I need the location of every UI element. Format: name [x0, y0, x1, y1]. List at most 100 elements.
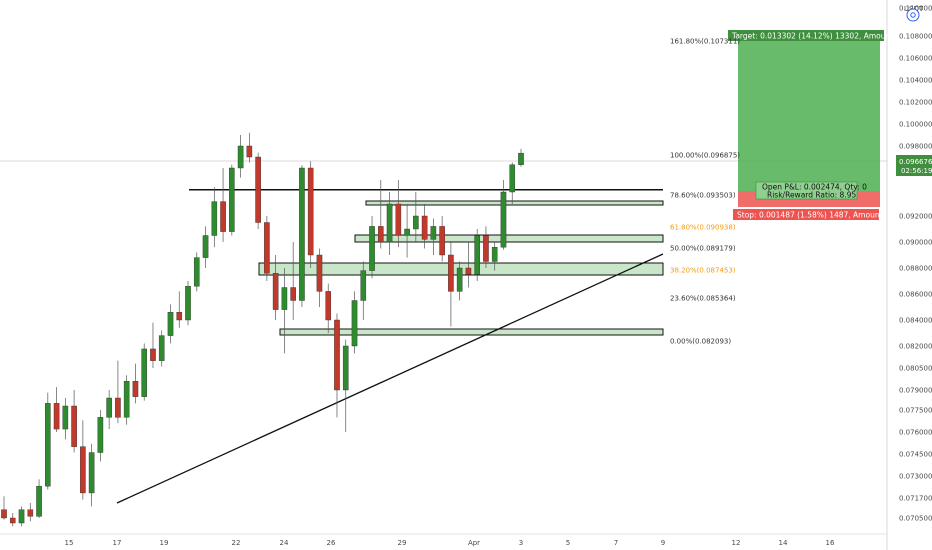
- candle-body: [132, 381, 139, 397]
- candle-body: [53, 403, 60, 430]
- x-tick-label: 24: [280, 539, 289, 547]
- x-tick-label: 17: [113, 539, 122, 547]
- zone-2[interactable]: [354, 234, 664, 243]
- zone-4[interactable]: [279, 328, 664, 336]
- candle-body: [430, 226, 437, 240]
- y-axis-ticks: 0.110000 0.108000 0.106000 0.104000 0.102000…: [899, 5, 932, 523]
- y-tick-label: 0.076000: [899, 429, 932, 437]
- x-tick-label: 12: [732, 539, 741, 547]
- candles-group: [1, 132, 524, 527]
- fib-level-label: 61.80%(0.090938): [670, 224, 736, 232]
- candle-body: [272, 273, 279, 310]
- x-tick-label: 15: [65, 539, 74, 547]
- candle-body: [176, 312, 183, 321]
- candle-body: [474, 235, 480, 275]
- pnl-label-box: [755, 181, 858, 200]
- candle-body: [150, 348, 156, 361]
- x-tick-label: Apr: [468, 539, 480, 547]
- fib-level-label: 100.00%(0.096875): [670, 152, 740, 160]
- y-tick-label: 0.098000: [899, 143, 932, 151]
- candle-body: [185, 286, 191, 321]
- fib-level-label: 0.00%(0.082093): [670, 338, 731, 346]
- x-tick-label: 22: [232, 539, 241, 547]
- ascending-trendline[interactable]: [116, 253, 664, 504]
- y-tick-label: 0.088000: [899, 265, 932, 273]
- candle-body: [167, 312, 174, 336]
- candle-body: [351, 300, 358, 347]
- candle-body: [386, 203, 393, 243]
- gear-icon[interactable]: [906, 8, 920, 22]
- candle-body: [404, 228, 410, 236]
- y-tick-label: 0.108000: [899, 33, 932, 41]
- fib-level-label: 78.60%(0.093503): [670, 192, 736, 200]
- candle-body: [123, 381, 130, 418]
- candle-body: [45, 403, 51, 487]
- candle-body: [158, 335, 165, 361]
- candle-body: [36, 485, 42, 517]
- y-tick-label: 0.106000: [899, 55, 932, 63]
- resistance-line-top[interactable]: [189, 189, 663, 191]
- candle-body: [71, 405, 77, 447]
- candle-body: [88, 452, 95, 494]
- y-tick-label: 0.070500: [899, 515, 932, 523]
- candle-body: [281, 287, 288, 310]
- y-tick-label: 0.090000: [899, 239, 932, 247]
- candle-body: [518, 152, 524, 165]
- fib-labels-group: 161.80%(0.107311) 100.00%(0.096875) 78.60%…: [670, 38, 740, 346]
- y-tick-label: 0.073000: [899, 473, 932, 481]
- candle-body: [80, 446, 86, 494]
- candle-body: [413, 215, 419, 230]
- candle-body: [27, 509, 34, 517]
- candle-body: [202, 235, 209, 258]
- candle-body: [448, 254, 454, 292]
- candle-body: [141, 348, 148, 397]
- x-tick-label: 16: [826, 539, 835, 547]
- y-tick-label: 0.110000: [899, 5, 932, 13]
- candle-body: [307, 167, 314, 256]
- long-position-tool[interactable]: Target: 0.013302 (14.12%) 13302, Amount:…: [728, 30, 903, 220]
- candle-body: [342, 345, 349, 391]
- candle-body: [456, 267, 463, 292]
- rr-label: Risk/Reward Ratio: 8.95: [767, 191, 856, 200]
- x-tick-label: 14: [779, 539, 788, 547]
- x-axis-ticks: 15 17 19 22 24 26 29 Apr 3 5 7 9 12 14 16: [65, 539, 835, 547]
- y-tick-label: 0.104000: [899, 77, 932, 85]
- x-tick-label: 9: [661, 539, 665, 547]
- candle-body: [360, 270, 367, 301]
- candle-body: [369, 226, 375, 271]
- target-zone[interactable]: [738, 40, 880, 191]
- last-price-tag: 0.096676 02:56:19: [896, 155, 932, 176]
- x-tick-label: 5: [566, 539, 570, 547]
- zone-1[interactable]: [365, 200, 664, 206]
- fib-level-label: 161.80%(0.107311): [670, 38, 740, 46]
- candle-body: [264, 222, 270, 274]
- candle-body: [1, 509, 7, 519]
- candle-body: [193, 257, 200, 287]
- candle-body: [500, 191, 507, 248]
- candle-body: [211, 201, 218, 236]
- last-price-value: 0.096676: [899, 158, 932, 166]
- candle-body: [246, 145, 253, 158]
- candle-body: [290, 287, 296, 301]
- candle-body: [465, 267, 472, 275]
- y-tick-label: 0.071700: [899, 495, 932, 503]
- y-tick-label: 0.092000: [899, 213, 932, 221]
- candle-body: [509, 164, 516, 193]
- candle-body: [491, 246, 498, 262]
- candle-body: [97, 417, 104, 453]
- fib-level-label: 23.60%(0.085364): [670, 295, 736, 303]
- candle-body: [106, 397, 112, 418]
- candle-body: [325, 291, 332, 321]
- y-tick-label: 0.077500: [899, 407, 932, 415]
- candle-body: [62, 405, 69, 430]
- candle-body: [229, 167, 235, 232]
- candle-body: [316, 254, 323, 292]
- y-tick-label: 0.102000: [899, 99, 932, 107]
- candle-body: [9, 517, 16, 524]
- countdown-value: 02:56:19: [901, 167, 932, 175]
- fib-level-label: 38.20%(0.087453): [670, 267, 736, 275]
- stop-label-box: [733, 209, 879, 220]
- candle-body: [334, 319, 340, 391]
- x-tick-label: 26: [327, 539, 336, 547]
